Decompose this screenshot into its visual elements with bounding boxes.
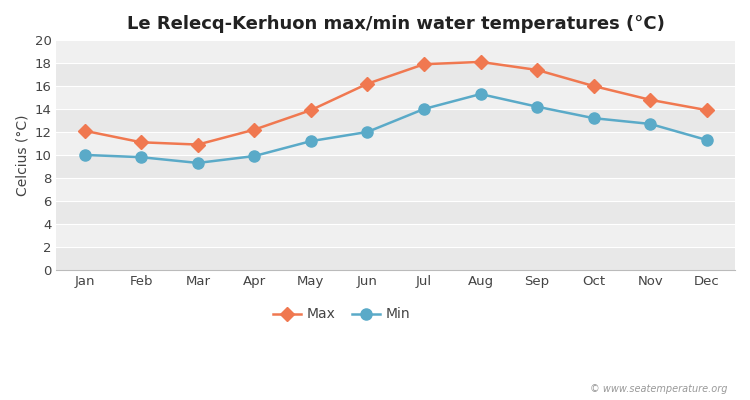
Y-axis label: Celcius (°C): Celcius (°C)	[15, 114, 29, 196]
Max	[476, 60, 485, 64]
Max	[419, 62, 428, 67]
Max	[307, 108, 316, 112]
Max	[702, 108, 711, 112]
Bar	[56, 247, 735, 270]
Min	[250, 154, 259, 158]
Legend: Max, Min: Max, Min	[268, 302, 416, 327]
Max	[250, 127, 259, 132]
Bar	[56, 132, 735, 155]
Min	[80, 152, 89, 157]
Bar	[56, 178, 735, 201]
Line: Min: Min	[80, 88, 712, 168]
Bar	[56, 224, 735, 247]
Max	[363, 81, 372, 86]
Max	[136, 140, 146, 145]
Min	[136, 155, 146, 160]
Max	[80, 128, 89, 133]
Min	[194, 160, 202, 165]
Bar	[56, 40, 735, 63]
Text: © www.seatemperature.org: © www.seatemperature.org	[590, 384, 728, 394]
Min	[590, 116, 598, 120]
Min	[646, 122, 655, 126]
Title: Le Relecq-Kerhuon max/min water temperatures (°C): Le Relecq-Kerhuon max/min water temperat…	[127, 15, 664, 33]
Bar	[56, 86, 735, 109]
Min	[702, 138, 711, 142]
Max	[590, 84, 598, 88]
Bar	[56, 109, 735, 132]
Max	[646, 98, 655, 102]
Min	[476, 92, 485, 96]
Bar	[56, 63, 735, 86]
Line: Max: Max	[80, 57, 712, 150]
Min	[419, 106, 428, 111]
Bar	[56, 155, 735, 178]
Min	[532, 104, 542, 109]
Max	[194, 142, 202, 147]
Max	[532, 68, 542, 72]
Min	[307, 139, 316, 144]
Bar	[56, 201, 735, 224]
Min	[363, 130, 372, 134]
